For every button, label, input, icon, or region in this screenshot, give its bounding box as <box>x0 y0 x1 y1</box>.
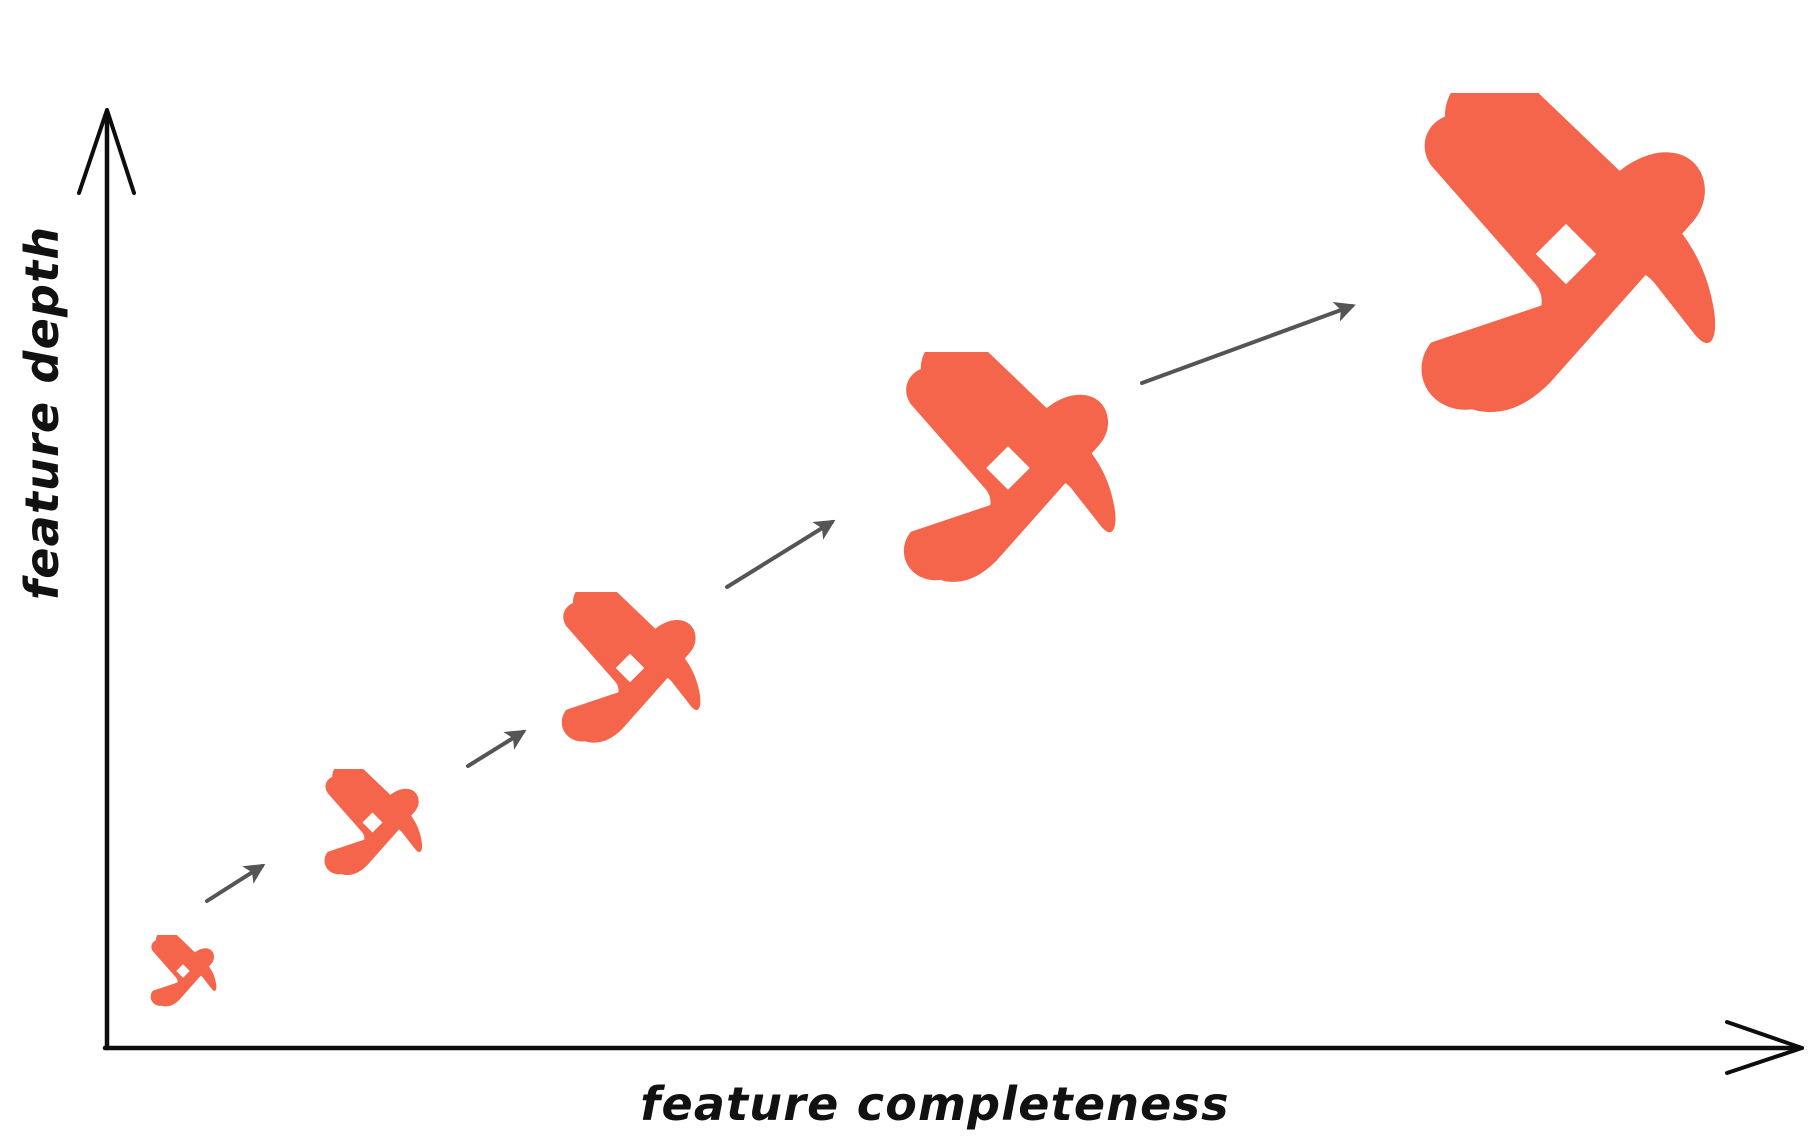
connector-arrow-2 <box>466 729 527 768</box>
data-point-5 <box>1421 93 1716 413</box>
data-point-2 <box>324 769 423 876</box>
y-axis-label: feature depth <box>15 226 69 600</box>
connector-arrow-3 <box>725 519 836 589</box>
connector-arrow-4 <box>1140 302 1356 385</box>
x-axis <box>102 1020 1804 1075</box>
data-points <box>150 93 1716 1007</box>
data-point-3 <box>561 592 701 743</box>
data-point-1 <box>150 935 217 1007</box>
connector-arrow-1 <box>205 863 266 903</box>
y-axis <box>77 108 136 1051</box>
progression-arrows <box>205 302 1356 903</box>
data-point-4 <box>903 352 1116 582</box>
x-axis-label: feature completeness <box>640 1077 1229 1131</box>
